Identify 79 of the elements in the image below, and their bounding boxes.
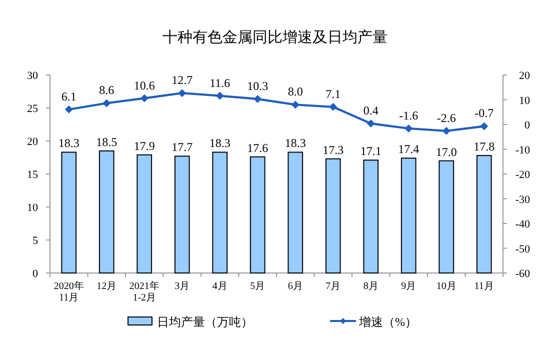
bar	[61, 152, 77, 274]
x-tick-label: 11月	[474, 281, 494, 292]
point	[178, 89, 186, 98]
data-label: 11.6	[210, 76, 230, 90]
bar	[476, 155, 492, 274]
bar	[400, 158, 416, 274]
data-label: 17.8	[474, 140, 495, 154]
point	[366, 120, 375, 128]
data-label: 17.4	[398, 142, 420, 156]
bar	[288, 152, 304, 274]
x-tick-label: 2021年 1-2月	[129, 280, 160, 304]
point	[64, 105, 73, 114]
data-label: -2.6	[436, 110, 456, 125]
bar	[174, 156, 190, 274]
data-label: 8.6	[99, 83, 114, 98]
y-tick-label: 25	[27, 103, 38, 115]
y2-tick-label: -50	[515, 243, 530, 256]
bar	[212, 152, 228, 274]
x-tick-label: 2020年 11月	[54, 280, 84, 304]
point	[442, 126, 450, 135]
data-label: 8.0	[288, 84, 303, 99]
data-label: 17.3	[322, 142, 344, 157]
data-label: 0.4	[363, 104, 378, 118]
x-tick-label: 12月	[96, 281, 117, 292]
point	[102, 99, 111, 108]
x-tick-label: 7月	[326, 281, 341, 292]
legend-label: 增速（%）	[358, 315, 417, 329]
y-tick-label: 30	[27, 70, 38, 82]
legend-label: 日均产量（万吨）	[157, 315, 253, 329]
data-label: 17.7	[172, 140, 193, 154]
bar	[363, 160, 379, 274]
bar	[325, 158, 341, 274]
point	[140, 94, 148, 102]
x-tick-label: 4月	[212, 281, 228, 292]
chart-title: 十种有色金属同比增速及日均产量	[162, 29, 388, 46]
data-label: 10.6	[134, 78, 155, 92]
y2-tick-label: 20	[519, 70, 530, 82]
y2-tick-label: -60	[515, 268, 530, 280]
y2-tick-label: 0	[524, 120, 530, 132]
point	[216, 92, 224, 100]
x-tick-label: 3月	[174, 281, 190, 292]
y2-tick-label: -30	[515, 194, 530, 206]
point	[480, 122, 488, 130]
data-label: 18.3	[209, 136, 230, 150]
bar	[250, 156, 266, 274]
y-tick-label: 5	[32, 235, 38, 247]
point	[291, 100, 300, 109]
point	[329, 102, 338, 111]
data-label: 6.1	[61, 89, 76, 104]
y2-tick-label: -40	[515, 218, 530, 230]
bar	[438, 160, 454, 274]
y-tick-label: 15	[27, 169, 38, 181]
data-label: 10.3	[247, 79, 268, 94]
y-tick-label: 10	[27, 202, 38, 214]
x-tick-label: 5月	[250, 281, 266, 292]
data-label: 17.1	[360, 144, 382, 158]
point	[254, 95, 262, 104]
data-label: 17.9	[134, 138, 155, 153]
data-label: 12.7	[172, 73, 193, 88]
x-tick-label: 8月	[363, 281, 378, 292]
bar	[136, 154, 152, 274]
y2-tick-label: -20	[515, 169, 530, 181]
data-label: -0.7	[474, 106, 494, 120]
point	[404, 124, 413, 132]
x-tick-label: 10月	[436, 281, 456, 292]
data-label: -1.6	[399, 108, 418, 122]
y2-tick-label: -10	[515, 144, 530, 156]
data-label: 17.0	[436, 144, 457, 159]
data-label: 17.6	[247, 140, 268, 155]
y-tick-label: 0	[32, 268, 38, 280]
y-tick-label: 20	[27, 136, 38, 148]
y2-tick-label: 10	[519, 94, 530, 107]
data-label: 18.3	[58, 136, 80, 150]
data-label: 18.5	[96, 134, 118, 149]
data-label: 7.1	[326, 86, 341, 101]
data-label: 18.3	[284, 136, 306, 150]
x-tick-label: 6月	[288, 281, 303, 292]
bar	[98, 150, 114, 274]
x-tick-label: 9月	[401, 281, 416, 292]
